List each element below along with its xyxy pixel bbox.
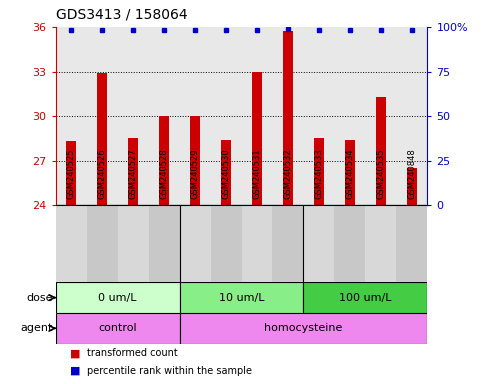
Bar [128, 139, 139, 205]
Bar [283, 31, 293, 205]
Text: ■: ■ [70, 366, 81, 376]
Text: transformed count: transformed count [87, 348, 178, 358]
Text: ■: ■ [70, 348, 81, 358]
Text: dose: dose [27, 293, 53, 303]
Text: GDS3413 / 158064: GDS3413 / 158064 [56, 7, 187, 21]
Text: homocysteine: homocysteine [264, 323, 342, 333]
Bar [252, 71, 262, 205]
Bar [97, 73, 107, 205]
Bar [407, 168, 417, 205]
Bar [221, 140, 231, 205]
Bar [56, 313, 180, 344]
Text: control: control [98, 323, 137, 333]
Bar [56, 282, 180, 313]
Bar [180, 205, 211, 282]
Bar [86, 205, 117, 282]
Bar [180, 282, 303, 313]
Bar [376, 97, 386, 205]
Bar [313, 139, 325, 205]
Bar [366, 205, 397, 282]
Text: 10 um/L: 10 um/L [219, 293, 264, 303]
Bar [66, 141, 76, 205]
Bar [397, 205, 427, 282]
Bar [56, 205, 86, 282]
Bar [303, 282, 427, 313]
Text: percentile rank within the sample: percentile rank within the sample [87, 366, 252, 376]
Bar [117, 205, 149, 282]
Bar [242, 205, 272, 282]
Bar [303, 205, 334, 282]
Bar [158, 116, 170, 205]
Text: agent: agent [21, 323, 53, 333]
Bar [211, 205, 242, 282]
Text: 0 um/L: 0 um/L [98, 293, 137, 303]
Bar [149, 205, 180, 282]
Bar [180, 313, 427, 344]
Bar [334, 205, 366, 282]
Bar [190, 116, 200, 205]
Bar [344, 140, 355, 205]
Text: 100 um/L: 100 um/L [339, 293, 392, 303]
Bar [272, 205, 303, 282]
